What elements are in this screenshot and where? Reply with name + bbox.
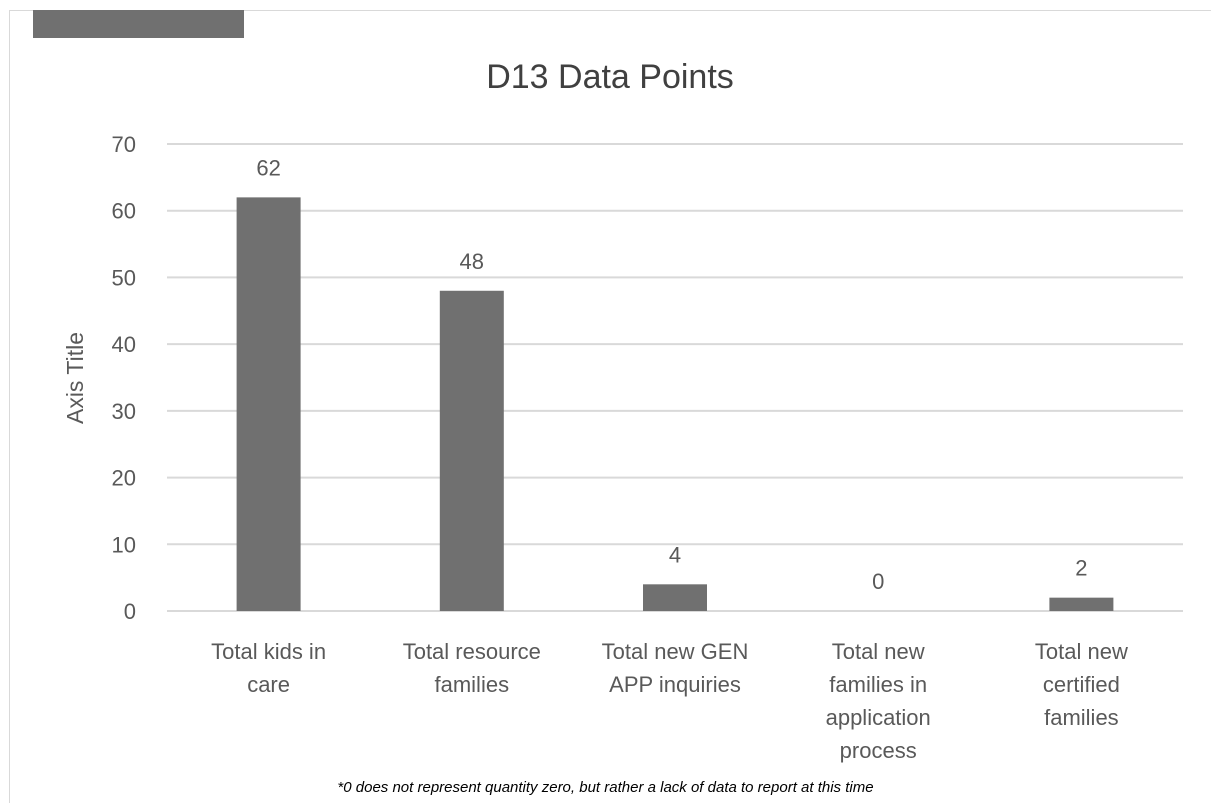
y-tick-label: 10 [112,532,136,557]
category-label-line: families [435,672,510,697]
data-label: 4 [669,542,681,567]
data-label: 2 [1075,556,1087,581]
y-axis-ticks: 0 10 20 30 40 50 60 70 [112,132,136,624]
gridlines [167,143,1183,612]
category-label-line: families in [829,672,927,697]
category-label-line: process [840,738,917,763]
data-labels: 62 48 4 0 2 [256,155,1087,594]
category-label: Total new GEN APP inquiries [602,639,749,697]
y-tick-label: 70 [112,132,136,157]
category-label-line: application [826,705,931,730]
header-tab [33,10,244,38]
chart-frame [9,10,1211,803]
category-label-line: Total resource [403,639,541,664]
category-label: Total new certified families [1035,639,1128,730]
category-label-line: Total new GEN [602,639,749,664]
category-label-line: APP inquiries [609,672,741,697]
data-label: 0 [872,569,884,594]
category-label: Total resource families [403,639,541,697]
chart-title: D13 Data Points [486,58,734,96]
y-tick-label: 60 [112,199,136,224]
category-label-line: care [247,672,290,697]
bars [236,197,1114,611]
bar [643,584,707,611]
y-tick-label: 0 [124,599,136,624]
data-label: 48 [460,249,484,274]
y-tick-label: 30 [112,399,136,424]
y-tick-label: 40 [112,332,136,357]
bar [1049,597,1114,611]
footnote: *0 does not represent quantity zero, but… [337,779,874,796]
bar [236,197,301,611]
category-label-line: Total kids in [211,639,326,664]
data-label: 62 [256,155,280,180]
y-axis-title: Axis Title [62,332,88,424]
category-label-line: Total new [1035,639,1128,664]
category-label-line: Total new [832,639,925,664]
y-tick-label: 50 [112,265,136,290]
category-label-line: families [1044,705,1119,730]
category-label: Total kids in care [211,639,326,697]
category-label-line: certified [1043,672,1120,697]
bar [439,290,504,611]
y-tick-label: 20 [112,466,136,491]
category-label: Total new families in application process [826,639,931,763]
